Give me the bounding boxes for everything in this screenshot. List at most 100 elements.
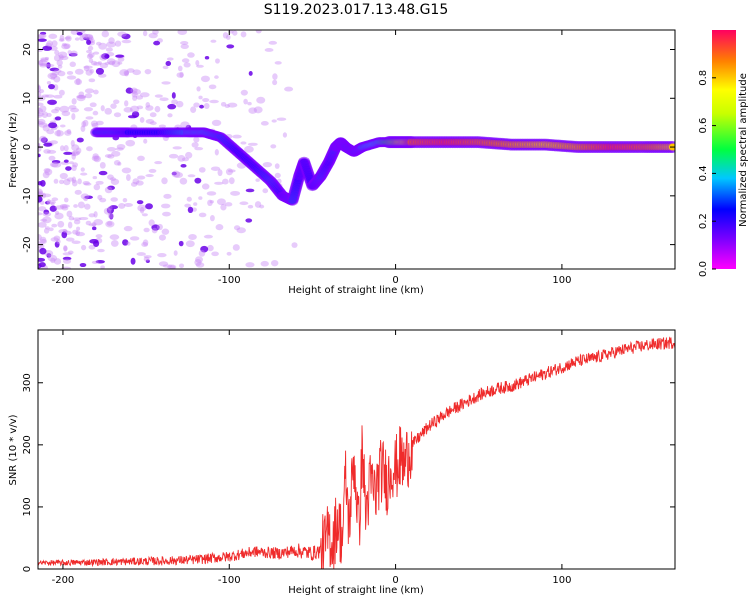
heatmap-noise-cell	[113, 112, 122, 118]
heatmap-noise-cell	[72, 150, 77, 156]
heatmap-noise-cell	[207, 199, 213, 206]
heatmap-noise-cell	[171, 170, 181, 178]
heatmap-noise-cell	[109, 205, 118, 210]
heatmap-noise-cell	[106, 147, 117, 152]
heatmap-noise-cell	[161, 81, 171, 85]
heatmap-noise-cell	[38, 112, 45, 116]
heatmap-noise-cell	[167, 264, 177, 269]
x-tick-label: 0	[392, 575, 398, 586]
y-tick-label: 100	[22, 497, 33, 516]
colorbar-label: Normalized spectral amplitude	[738, 73, 749, 227]
heatmap-noise-cell	[62, 258, 72, 264]
heatmap-noise-cell	[274, 172, 281, 179]
heatmap-noise-cell	[83, 182, 92, 186]
heatmap-noise-cell	[259, 204, 265, 209]
heatmap-noise-cell	[93, 61, 102, 66]
heatmap-noise-cell	[39, 135, 47, 143]
heatmap-noise-cell	[232, 244, 240, 251]
heatmap-noise-cell	[40, 243, 45, 249]
heatmap-noise-cell	[93, 211, 98, 218]
heatmap-noise-cell	[38, 107, 44, 115]
heatmap-noise-cell	[195, 262, 205, 268]
y-tick-label: 0	[22, 566, 33, 572]
x-tick-label: 0	[392, 275, 398, 286]
heatmap-noise-cell	[62, 256, 72, 261]
x-tick-label: -200	[52, 275, 75, 286]
x-tick-label: 100	[552, 575, 571, 586]
heatmap-noise-cell	[65, 237, 75, 242]
heatmap-noise-cell	[38, 122, 48, 128]
heatmap-noise-cell	[113, 99, 120, 105]
heatmap-noise-cell	[148, 219, 155, 227]
heatmap-noise-cell	[117, 31, 127, 37]
heatmap-noise-cell	[110, 240, 119, 247]
heatmap-noise-cell	[171, 99, 178, 105]
heatmap-noise-cell	[61, 42, 68, 47]
heatmap-noise-cell	[142, 30, 148, 37]
heatmap-noise-cell	[78, 91, 85, 97]
heatmap-noise-cell	[46, 112, 52, 118]
heatmap-noise-cell	[145, 119, 155, 124]
heatmap-noise-cell	[73, 204, 78, 208]
heatmap-noise-cell	[63, 178, 71, 186]
heatmap-noise-cell	[109, 177, 117, 181]
heatmap-noise-cell	[209, 99, 219, 104]
heatmap-noise-cell	[44, 226, 50, 230]
heatmap-noise-cell	[38, 188, 43, 196]
heatmap-noise-cell	[214, 181, 224, 185]
heatmap-noise-cell	[38, 121, 44, 125]
heatmap-noise-cell	[264, 48, 274, 52]
heatmap-noise-cell	[194, 177, 202, 184]
heatmap-noise-cell	[62, 252, 73, 256]
heatmap-noise-cell	[80, 125, 86, 132]
heatmap-noise-cell	[144, 68, 152, 75]
heatmap-noise-cell	[232, 134, 242, 139]
heatmap-noise-cell	[181, 157, 190, 162]
heatmap-noise-cell	[74, 68, 84, 75]
heatmap-noise-cell	[67, 250, 74, 255]
heatmap-noise-cell	[110, 197, 118, 202]
heatmap-noise-cell	[38, 153, 41, 158]
heatmap-noise-cell	[93, 89, 99, 95]
heatmap-noise-cell	[245, 262, 255, 268]
heatmap-noise-cell	[244, 145, 254, 153]
heatmap-noise-cell	[159, 97, 169, 102]
heatmap-noise-cell	[79, 262, 87, 268]
heatmap-noise-cell	[104, 154, 112, 158]
heatmap-noise-cell	[200, 75, 210, 83]
heatmap-noise-cell	[106, 58, 116, 65]
y-tick-label: 0	[22, 144, 33, 150]
heatmap-noise-cell	[151, 224, 160, 231]
heatmap-noise-cell	[191, 142, 199, 148]
heatmap-noise-cell	[50, 202, 55, 206]
heatmap-noise-cell	[80, 172, 88, 176]
heatmap-noise-cell	[220, 203, 227, 211]
heatmap-noise-cell	[40, 218, 48, 222]
heatmap-noise-cell	[232, 30, 238, 36]
heatmap-noise-cell	[82, 180, 90, 185]
heatmap-noise-cell	[74, 189, 82, 195]
heatmap-noise-cell	[48, 227, 54, 232]
heatmap-noise-cell	[187, 52, 195, 58]
heatmap-noise-cell	[50, 161, 59, 168]
x-tick-label: -200	[52, 575, 75, 586]
heatmap-noise-cell	[123, 70, 130, 76]
heatmap-noise-cell	[165, 60, 172, 67]
heatmap-noise-cell	[92, 153, 99, 160]
heatmap-noise-cell	[41, 94, 50, 98]
heatmap-noise-cell	[255, 178, 260, 182]
heatmap-noise-cell	[46, 40, 53, 48]
heatmap-noise-cell	[122, 239, 129, 246]
heatmap-noise-cell	[48, 33, 58, 39]
heatmap-noise-cell	[92, 226, 97, 231]
heatmap-noise-cell	[82, 36, 91, 41]
heatmap-noise-cell	[38, 59, 48, 66]
heatmap-noise-cell	[85, 69, 93, 76]
heatmap-noise-cell	[76, 32, 83, 36]
heatmap-noise-cell	[116, 144, 126, 150]
heatmap-noise-cell	[73, 219, 81, 225]
heatmap-noise-cell	[105, 220, 115, 228]
heatmap-noise-cell	[87, 45, 94, 51]
heatmap-noise-cell	[65, 35, 72, 42]
